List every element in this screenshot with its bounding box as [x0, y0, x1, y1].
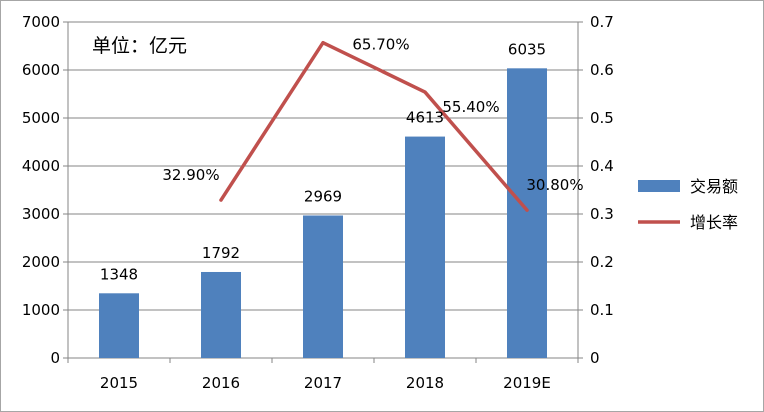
data-labels: 1348 1792 2969 4613 6035 32.90% 65.70% 55.40% 30…: [100, 36, 584, 284]
y-right-tick-label: 0: [590, 349, 600, 367]
y-left-tick-label: 0: [50, 349, 60, 367]
line-value-label: 65.70%: [352, 36, 409, 54]
y-left-tick-label: 3000: [22, 205, 60, 223]
line-point: [525, 208, 529, 212]
y-right-tick-label: 0.3: [590, 205, 614, 223]
x-tick-label: 2017: [304, 374, 342, 392]
bar: [303, 215, 343, 358]
x-tick-label: 2016: [202, 374, 240, 392]
bar-series: [99, 68, 547, 358]
y-left-tick-label: 1000: [22, 301, 60, 319]
legend-line-label: 增长率: [690, 213, 738, 232]
y-left-tick-label: 6000: [22, 61, 60, 79]
x-tick-label: 2019E: [503, 374, 551, 392]
growth-rate-line: [219, 40, 529, 212]
bar: [405, 136, 445, 358]
x-tick-label: 2018: [406, 374, 444, 392]
bar: [99, 293, 139, 358]
y-right-tick-label: 0.1: [590, 301, 614, 319]
y-left-tick-label: 7000: [22, 13, 60, 31]
legend-bar-swatch: [638, 180, 680, 192]
line-value-label: 32.90%: [162, 166, 219, 184]
bar-value-label: 6035: [508, 40, 546, 58]
y-right-tick-label: 0.7: [590, 13, 614, 31]
line-value-label: 55.40%: [442, 98, 499, 116]
bar: [507, 68, 547, 358]
y-left-tick-label: 4000: [22, 157, 60, 175]
legend: 交易额 增长率: [638, 177, 738, 232]
y-right-tick-label: 0.5: [590, 109, 614, 127]
y-right-tick-label: 0.6: [590, 61, 614, 79]
bar: [201, 271, 241, 358]
line-series: [219, 40, 529, 212]
line-value-label: 30.80%: [526, 176, 583, 194]
legend-bar-label: 交易额: [690, 177, 738, 196]
bar-value-label: 2969: [304, 187, 342, 205]
bar-value-label: 4613: [406, 109, 444, 127]
axes: 0 1000 2000 3000 4000 5000 6000 7000 0 0.1 0.2 0.3 0…: [22, 13, 614, 392]
y-left-tick-label: 2000: [22, 253, 60, 271]
unit-note: 单位：亿元: [92, 35, 187, 57]
gridlines: [68, 21, 578, 311]
line-point: [423, 90, 427, 94]
y-right-tick-label: 0.2: [590, 253, 614, 271]
x-tick-label: 2015: [100, 374, 138, 392]
line-point: [219, 198, 223, 202]
bar-value-label: 1348: [100, 265, 138, 283]
line-point: [321, 41, 325, 45]
y-right-tick-label: 0.4: [590, 157, 614, 175]
y-left-tick-label: 5000: [22, 109, 60, 127]
bar-value-label: 1792: [202, 244, 240, 262]
